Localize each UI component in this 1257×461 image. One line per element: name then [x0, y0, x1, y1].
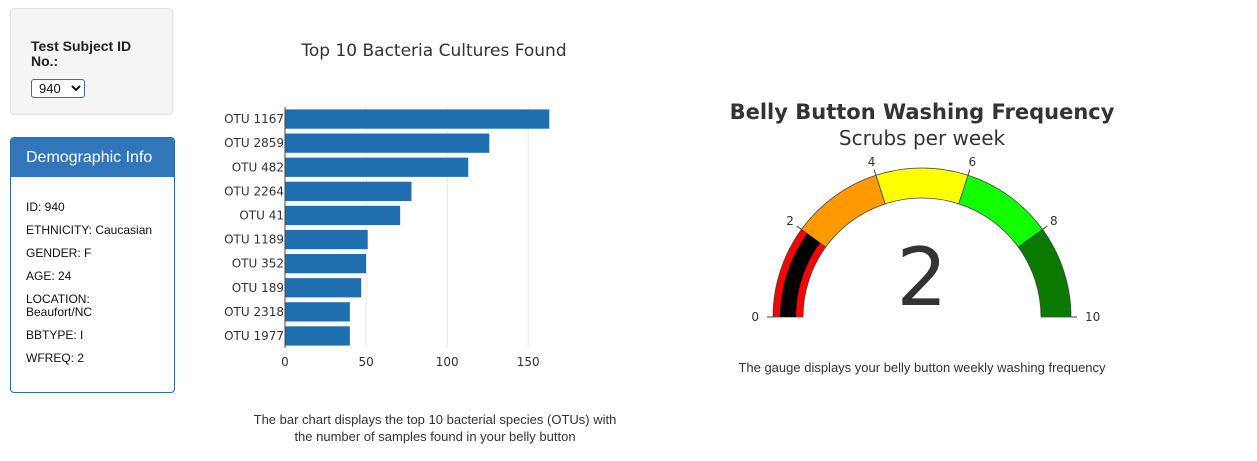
bar-chart-caption: The bar chart displays the top 10 bacter… — [253, 412, 617, 444]
x-tick-label: 100 — [436, 355, 459, 369]
demo-ethnicity: ETHNICITY: Caucasian — [26, 223, 153, 237]
gauge-tick — [873, 169, 877, 176]
demo-location: LOCATION: Beaufort/NC — [26, 292, 93, 319]
gauge-tick — [1042, 225, 1048, 230]
gauge-tick-label: 2 — [786, 214, 794, 228]
gauge-chart-caption: The gauge displays your belly button wee… — [738, 360, 1106, 375]
gauge-band — [875, 167, 969, 205]
gauge-tick-label: 0 — [751, 310, 759, 324]
y-tick-label: OTU 189 — [232, 281, 284, 295]
gauge-value: 2 — [897, 231, 948, 324]
gauge-tick-label: 6 — [969, 155, 977, 169]
demographic-info-panel: Demographic Info ID: 940 ETHNICITY: Cauc… — [10, 137, 175, 393]
gauge-tick-label: 8 — [1050, 214, 1058, 228]
demo-id: ID: 940 — [26, 200, 65, 214]
demo-age: AGE: 24 — [26, 269, 72, 283]
x-tick-label: 50 — [358, 355, 373, 369]
gauge-band — [958, 174, 1044, 248]
gauge-tick-label: 10 — [1085, 310, 1100, 324]
bar — [285, 157, 469, 177]
gauge-title: Belly Button Washing Frequency — [730, 100, 1115, 124]
bar — [285, 302, 350, 322]
demographic-info-heading: Demographic Info — [11, 138, 174, 177]
x-tick-label: 0 — [281, 355, 289, 369]
demo-gender: GENDER: F — [26, 246, 92, 260]
gauge-tick — [967, 169, 971, 176]
bar — [285, 254, 367, 274]
gauge-value-bar — [780, 233, 821, 317]
x-tick-label: 150 — [517, 355, 540, 369]
gauge-band — [1017, 228, 1072, 318]
y-tick-label: OTU 1189 — [224, 233, 284, 247]
y-tick-label: OTU 41 — [239, 208, 284, 222]
y-tick-label: OTU 482 — [232, 160, 284, 174]
bar — [285, 109, 550, 129]
bar — [285, 181, 412, 201]
y-tick-label: OTU 352 — [232, 257, 284, 271]
y-tick-label: OTU 1977 — [224, 329, 284, 343]
y-tick-label: OTU 2264 — [224, 184, 284, 198]
bar — [285, 205, 401, 226]
demo-bbtype: BBTYPE: I — [26, 328, 84, 342]
demo-wfreq: WFREQ: 2 — [26, 351, 85, 365]
bar-chart-title: Top 10 Bacteria Cultures Found — [300, 41, 566, 61]
y-tick-label: OTU 1167 — [224, 112, 284, 126]
demographic-info-body: ID: 940 ETHNICITY: Caucasian GENDER: F A… — [11, 177, 174, 365]
gauge-band — [800, 174, 886, 248]
bar — [285, 229, 368, 250]
bar — [285, 278, 362, 298]
y-tick-label: OTU 2318 — [224, 305, 284, 319]
bar — [285, 326, 350, 346]
subject-selector-panel: Test Subject ID No.: 940 — [10, 8, 173, 115]
subject-id-label: Test Subject ID No.: — [31, 38, 132, 69]
bar — [285, 133, 490, 153]
subject-id-select[interactable]: 940 — [31, 79, 85, 98]
bar-chart: Top 10 Bacteria Cultures Found 0 50 100 150 O… — [224, 41, 567, 369]
gauge-tick — [796, 225, 802, 230]
y-tick-label: OTU 2859 — [224, 136, 284, 150]
gauge-subtitle: Scrubs per week — [839, 126, 1006, 150]
gauge-tick-label: 4 — [868, 155, 876, 169]
